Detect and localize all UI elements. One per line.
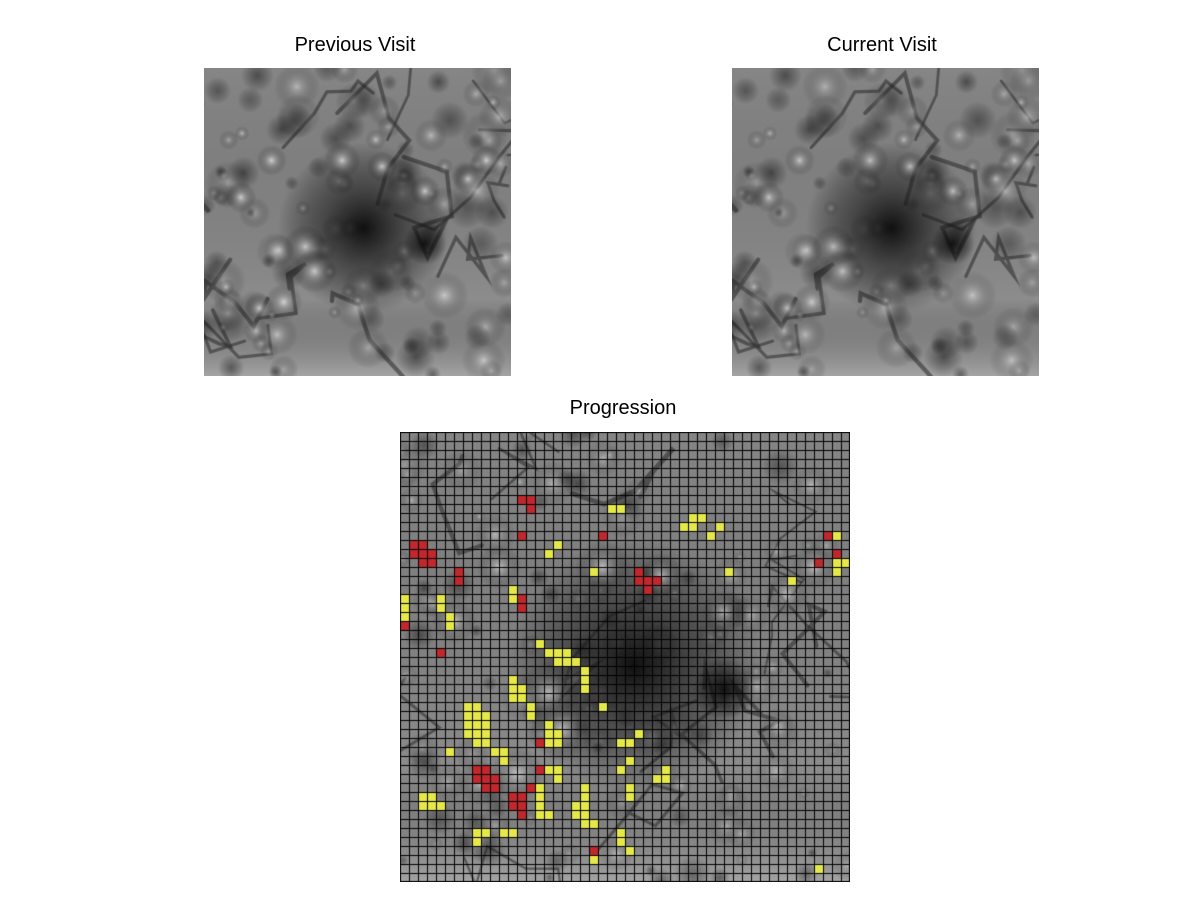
previous-visit-image xyxy=(204,68,511,376)
progression-map xyxy=(400,432,850,882)
progression-title: Progression xyxy=(569,397,677,419)
previous-visit-title: Previous Visit xyxy=(294,34,416,56)
current-visit-image xyxy=(732,68,1039,376)
current-visit-title: Current Visit xyxy=(827,34,937,56)
